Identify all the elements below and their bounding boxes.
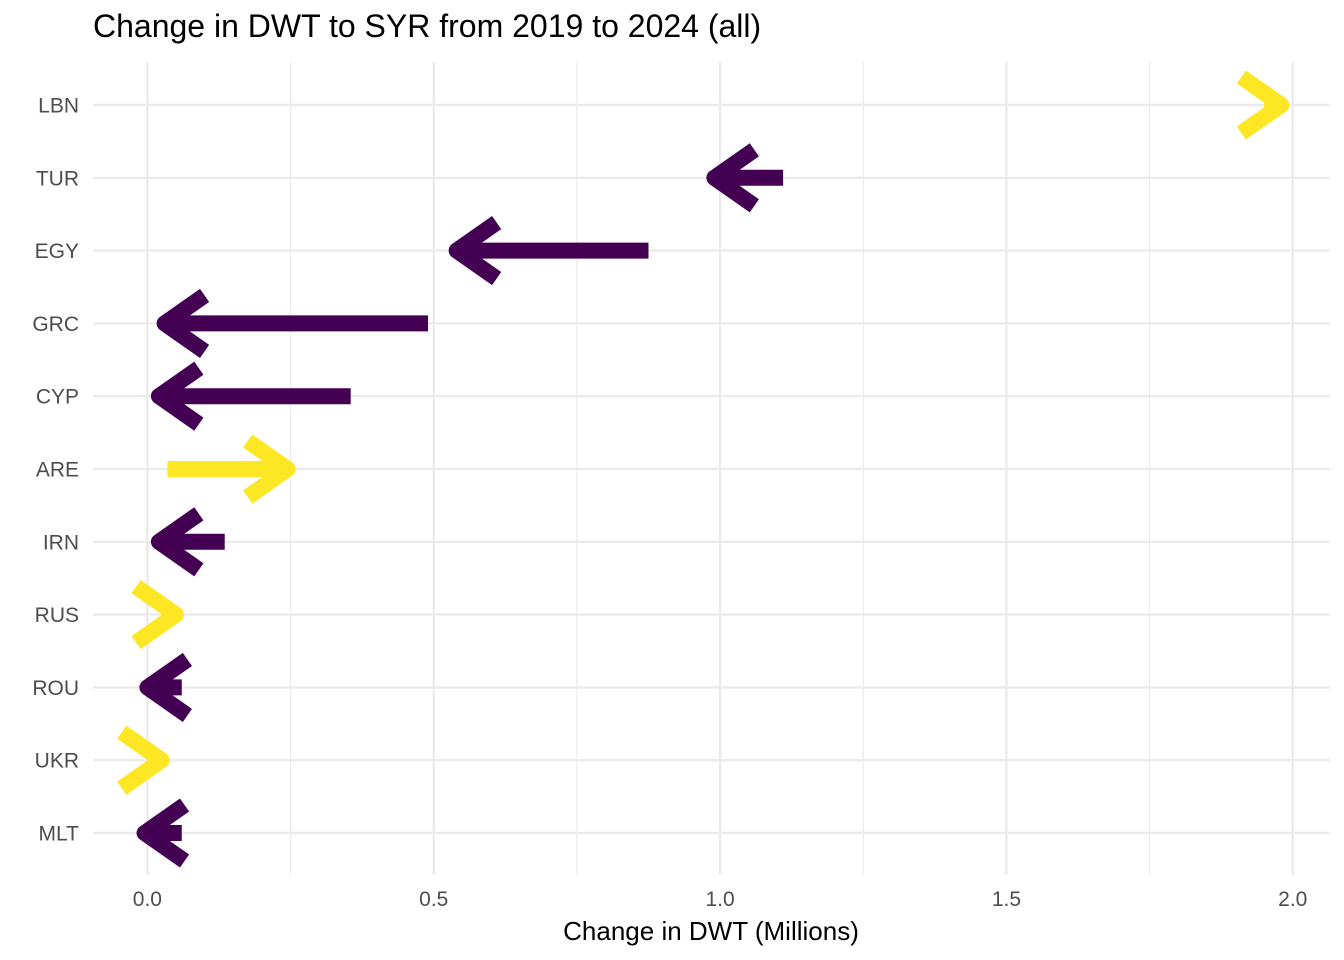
arrow-tur (706, 143, 784, 213)
arrow-rus (131, 580, 185, 650)
arrow-head (131, 580, 185, 650)
arrow-cyp (150, 361, 351, 431)
arrow-head (150, 507, 204, 577)
chart-title: Change in DWT to SYR from 2019 to 2024 (… (93, 8, 762, 44)
y-tick-label: LBN (38, 95, 79, 118)
y-tick-label: ROU (32, 677, 79, 700)
y-tick-label: CYP (36, 386, 79, 409)
x-axis-title: Change in DWT (Millions) (563, 916, 859, 946)
arrow-lbn (1236, 70, 1290, 140)
x-tick-label: 2.0 (1278, 888, 1307, 911)
arrow-head (448, 216, 502, 286)
arrow-head (156, 288, 210, 358)
y-tick-label: EGY (35, 240, 79, 263)
y-tick-label: RUS (35, 604, 79, 627)
arrow-head (1236, 70, 1290, 140)
y-axis-labels: LBN TUR EGY GRC CYP ARE IRN RUS ROU UKR MLT (32, 95, 79, 846)
arrow-egy (448, 216, 649, 286)
x-tick-label: 1.0 (705, 888, 734, 911)
y-tick-label: UKR (35, 750, 79, 773)
arrow-mlt (136, 798, 190, 868)
arrow-head (243, 434, 296, 504)
y-tick-label: ARE (36, 459, 79, 482)
arrow-head (150, 361, 204, 431)
arrow-grc (156, 288, 429, 358)
x-tick-label: 0.0 (133, 888, 162, 911)
y-tick-label: TUR (36, 167, 79, 190)
arrow-head (706, 143, 759, 213)
arrow-head (117, 725, 170, 795)
arrow-ukr (117, 725, 170, 795)
arrow-are (167, 434, 296, 504)
y-tick-label: IRN (43, 531, 79, 554)
x-tick-label: 1.5 (992, 888, 1021, 911)
x-axis-labels: 0.0 0.5 1.0 1.5 2.0 (133, 888, 1308, 911)
y-tick-label: GRC (32, 313, 79, 336)
arrow-head (139, 652, 192, 722)
arrow-rou (139, 652, 192, 722)
arrow-irn (150, 507, 225, 577)
arrows (117, 70, 1290, 868)
x-tick-label: 0.5 (419, 888, 448, 911)
arrow-head (136, 798, 190, 868)
y-tick-label: MLT (39, 823, 80, 846)
